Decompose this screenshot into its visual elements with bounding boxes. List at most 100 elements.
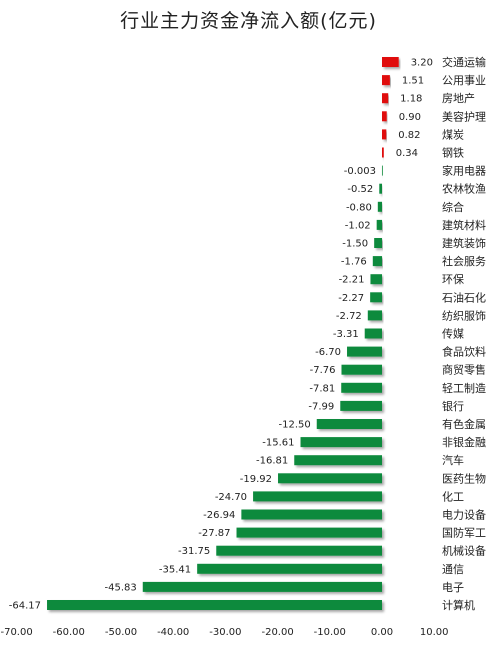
bars-layer: [47, 57, 399, 610]
bar-建筑材料: [376, 219, 382, 230]
value-label: 3.20: [411, 58, 433, 69]
value-label: -24.70: [215, 492, 247, 503]
bar-食品饮料: [347, 346, 382, 357]
value-label: -12.50: [279, 420, 311, 431]
category-label: 石油石化: [442, 290, 486, 304]
value-label: -45.83: [105, 582, 137, 593]
category-label: 计算机: [442, 598, 475, 612]
x-tick-label: -50.00: [105, 627, 137, 638]
category-label: 机械设备: [442, 544, 486, 558]
category-label: 化工: [442, 489, 464, 503]
x-tick-label: -20.00: [261, 627, 293, 638]
category-label: 美容护理: [442, 109, 486, 123]
category-label: 商贸零售: [442, 363, 486, 377]
value-label: -15.61: [262, 438, 294, 449]
bar-国防军工: [236, 527, 382, 538]
category-label: 家用电器: [442, 164, 486, 178]
value-label: -0.52: [347, 184, 373, 195]
category-label: 交通运输: [442, 55, 486, 69]
bar-家用电器: [381, 165, 383, 176]
category-label: 社会服务: [442, 254, 486, 268]
bar-石油石化: [370, 292, 382, 303]
category-label: 农林牧渔: [442, 182, 486, 196]
bar-煤炭: [382, 129, 387, 140]
chart-title: 行业主力资金净流入额(亿元): [120, 10, 377, 32]
value-label: -26.94: [203, 510, 235, 521]
bar-房地产: [382, 93, 389, 104]
x-tick-label: -60.00: [53, 627, 85, 638]
bar-通信: [197, 563, 382, 574]
bar-钢铁: [382, 147, 384, 158]
category-label: 有色金属: [442, 417, 486, 431]
category-label: 传媒: [442, 328, 464, 341]
bar-医药生物: [278, 473, 382, 484]
category-label: 国防军工: [442, 526, 486, 540]
category-label: 建筑装饰: [442, 236, 486, 250]
value-label: 0.34: [396, 148, 418, 159]
bar-环保: [370, 274, 382, 285]
value-label: -2.21: [339, 275, 365, 286]
bar-非银金融: [300, 437, 382, 448]
category-label: 房地产: [442, 91, 475, 105]
value-label: 0.82: [398, 130, 420, 141]
x-tick-label: 10.00: [420, 627, 449, 638]
bar-银行: [340, 400, 382, 411]
x-tick-label: -40.00: [157, 627, 189, 638]
labels-layer: 3.20 交通运输 1.51 公用事业 1.18 房地产 0.90 美容护理 0.82 煤炭 0.3…: [9, 55, 486, 612]
category-label: 轻工制造: [442, 381, 486, 395]
bar-电子: [142, 581, 382, 592]
bar-传媒: [364, 328, 382, 339]
value-label: -64.17: [9, 601, 41, 612]
category-label: 环保: [442, 272, 464, 286]
value-label: -1.50: [342, 239, 368, 250]
value-label: -0.80: [346, 202, 372, 213]
category-label: 建筑材料: [442, 218, 486, 232]
category-label: 综合: [442, 200, 464, 214]
x-tick-label: -30.00: [209, 627, 241, 638]
bar-轻工制造: [341, 382, 382, 393]
bar-综合: [377, 201, 382, 212]
value-label: -7.99: [308, 401, 334, 412]
category-label: 电子: [442, 581, 464, 594]
category-label: 公用事业: [442, 74, 486, 87]
bar-社会服务: [372, 256, 382, 267]
bar-电力设备: [241, 509, 382, 520]
value-label: -2.27: [338, 293, 364, 304]
value-label: 1.51: [402, 76, 424, 87]
bar-化工: [253, 491, 382, 502]
bar-交通运输: [382, 57, 399, 67]
bar-计算机: [47, 600, 382, 610]
bar-商贸零售: [341, 364, 382, 375]
x-tick-label: 0.00: [371, 627, 393, 638]
value-label: -2.72: [336, 311, 362, 322]
bar-有色金属: [316, 419, 382, 429]
value-label: -35.41: [159, 564, 191, 575]
bar-美容护理: [382, 111, 387, 122]
value-label: -3.31: [333, 329, 359, 340]
bar-机械设备: [216, 545, 382, 556]
category-label: 钢铁: [442, 147, 464, 160]
value-label: 0.90: [399, 112, 421, 123]
value-label: 1.18: [400, 94, 422, 105]
category-label: 银行: [442, 399, 464, 413]
x-axis-ticks: -70.00 -60.00 -50.00 -40.00 -30.00 -20.00 -10.…: [0, 627, 448, 638]
value-label: -6.70: [315, 347, 341, 358]
x-tick-label: -70.00: [0, 627, 32, 638]
bar-农林牧渔: [379, 183, 382, 194]
value-label: -7.76: [310, 365, 336, 376]
value-label: -7.81: [309, 383, 335, 394]
value-label: -31.75: [178, 546, 210, 557]
value-label: -0.003: [344, 166, 376, 177]
value-label: -27.87: [198, 528, 230, 539]
category-label: 非银金融: [442, 435, 486, 449]
value-label: -19.92: [240, 474, 272, 485]
x-tick-label: -10.00: [314, 627, 346, 638]
category-label: 通信: [442, 563, 464, 576]
category-label: 纺织服饰: [442, 308, 486, 322]
category-label: 医药生物: [442, 471, 486, 485]
bar-公用事业: [382, 75, 390, 86]
bar-汽车: [294, 455, 382, 466]
category-label: 汽车: [442, 453, 464, 467]
